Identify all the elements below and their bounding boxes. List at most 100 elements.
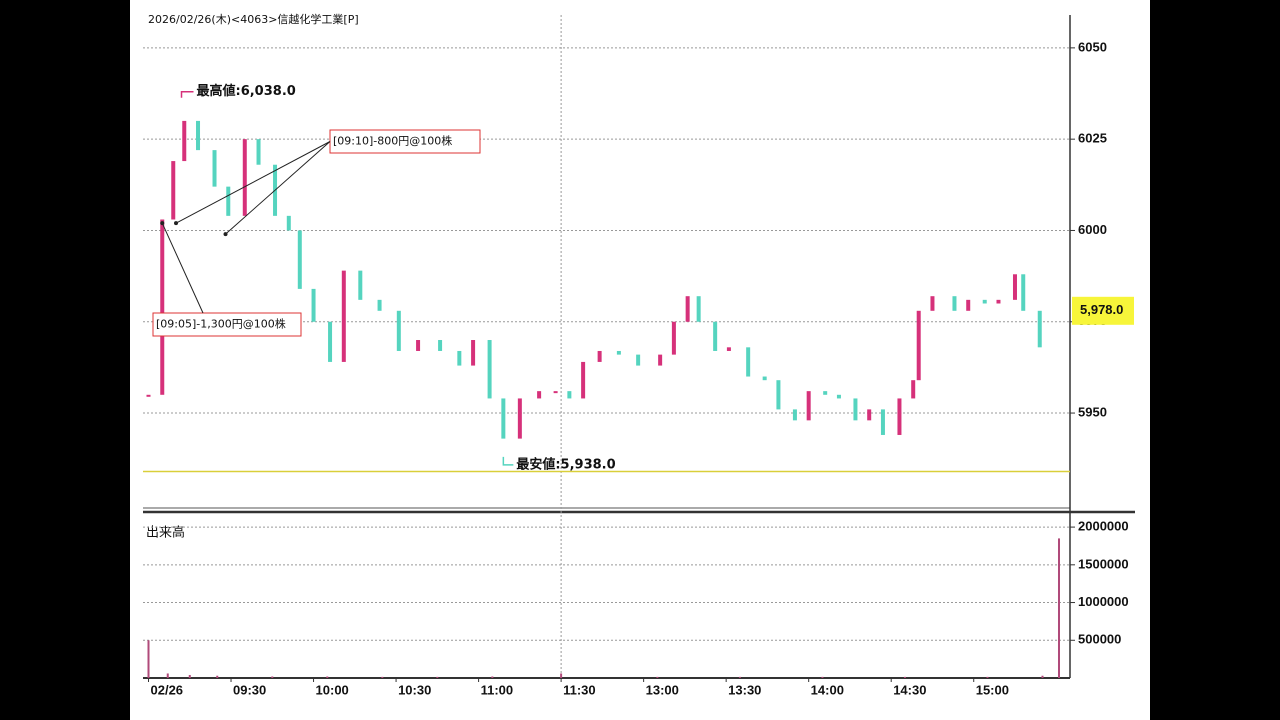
last-price-box <box>1072 296 1134 325</box>
price-bar <box>726 347 731 351</box>
volume-bar <box>821 676 824 678</box>
price-bar <box>776 380 781 410</box>
price-bar <box>171 161 176 220</box>
price-bar <box>746 347 751 377</box>
x-tick-label: 10:30 <box>398 682 431 697</box>
volume-label: 出来高 <box>146 525 185 541</box>
price-bar <box>982 299 987 304</box>
volume-bar <box>326 676 329 678</box>
volume-bar <box>738 676 741 678</box>
price-bar <box>328 321 333 362</box>
trade-point <box>160 221 165 226</box>
price-bar <box>853 398 858 421</box>
trade-box <box>152 312 302 337</box>
price-bar <box>636 354 641 366</box>
price-bar <box>358 270 363 300</box>
price-bar <box>696 296 701 322</box>
trade-label: [09:10]-800円@100株 <box>333 134 452 148</box>
price-bar <box>196 120 201 151</box>
price-bar <box>996 299 1001 304</box>
price-bar <box>911 380 916 399</box>
price-bar <box>836 394 841 399</box>
price-bar <box>553 391 558 394</box>
price-bar <box>487 340 492 399</box>
chart-title: 2026/02/26(木)<4063>信越化学工業[P] <box>148 12 359 26</box>
price-bar <box>671 321 676 355</box>
volume-bar <box>560 673 563 678</box>
price-bar <box>182 120 187 162</box>
price-bar <box>762 376 767 381</box>
price-bar <box>792 409 797 421</box>
y-tick-label: 6000 <box>1078 222 1107 237</box>
volume-bar <box>216 675 219 678</box>
y-tick-label: 500000 <box>1078 632 1121 647</box>
volume-bar <box>436 676 439 678</box>
y-tick-label: 2000000 <box>1078 519 1129 534</box>
price-bar <box>567 391 572 399</box>
x-tick-label: 02/26 <box>151 682 184 697</box>
volume-bar <box>656 676 659 678</box>
price-bar <box>396 310 401 351</box>
y-tick-label: 1000000 <box>1078 594 1129 609</box>
trade-arrow <box>161 222 204 314</box>
trade-arrow <box>175 141 331 224</box>
y-tick-label: 6050 <box>1078 39 1107 54</box>
x-tick-label: 14:30 <box>893 682 926 697</box>
price-bar <box>212 150 217 187</box>
volume-bar <box>381 676 384 678</box>
price-bar <box>1012 274 1017 300</box>
price-bar <box>160 219 165 395</box>
price-bar <box>867 409 872 421</box>
price-bar <box>537 391 542 399</box>
price-bar <box>806 391 811 421</box>
price-bar <box>438 340 443 351</box>
price-bar <box>713 321 718 351</box>
trade-point <box>174 221 179 226</box>
price-bar <box>297 230 302 289</box>
price-bar <box>286 215 291 231</box>
price-bar <box>597 350 602 362</box>
price-bar <box>616 350 621 355</box>
price-bar <box>416 340 421 351</box>
price-bar <box>1037 310 1042 348</box>
price-bar <box>916 310 921 381</box>
x-tick-label: 13:30 <box>728 682 761 697</box>
price-bar <box>581 361 586 399</box>
trade-arrow <box>225 141 331 235</box>
price-bar <box>501 398 506 439</box>
price-bar <box>377 299 382 311</box>
x-tick-label: 09:30 <box>233 682 266 697</box>
high-label: 最高値:6,038.0 <box>197 83 296 99</box>
price-bar <box>658 354 663 366</box>
price-bar <box>897 398 902 435</box>
y-tick-label: 1500000 <box>1078 556 1129 571</box>
price-bar <box>242 139 247 216</box>
trade-label: [09:05]-1,300円@100株 <box>156 317 286 331</box>
price-bar <box>966 299 971 311</box>
last-price-label: 5,978.0 <box>1080 302 1123 317</box>
price-bar <box>930 296 935 311</box>
y-tick-label: 5950 <box>1078 404 1107 419</box>
volume-bar <box>147 640 150 678</box>
trade-point <box>223 232 228 237</box>
x-tick-label: 14:00 <box>811 682 844 697</box>
volume-bar <box>1041 675 1044 678</box>
price-bar <box>457 350 462 366</box>
x-tick-label: 13:00 <box>646 682 679 697</box>
low-label: 最安値:5,938.0 <box>516 456 615 472</box>
price-bar <box>952 296 957 311</box>
low-marker <box>502 456 514 466</box>
x-tick-label: 11:00 <box>481 682 514 697</box>
price-bar <box>517 398 522 439</box>
x-tick-label: 11:30 <box>563 682 596 697</box>
y-tick-label: 6025 <box>1078 131 1107 146</box>
price-bar <box>685 296 690 322</box>
price-bar <box>341 270 346 362</box>
price-bar <box>146 394 151 397</box>
price-bar <box>1021 274 1026 311</box>
volume-bar <box>903 676 906 678</box>
price-bar <box>823 391 828 395</box>
volume-bar <box>166 673 169 678</box>
